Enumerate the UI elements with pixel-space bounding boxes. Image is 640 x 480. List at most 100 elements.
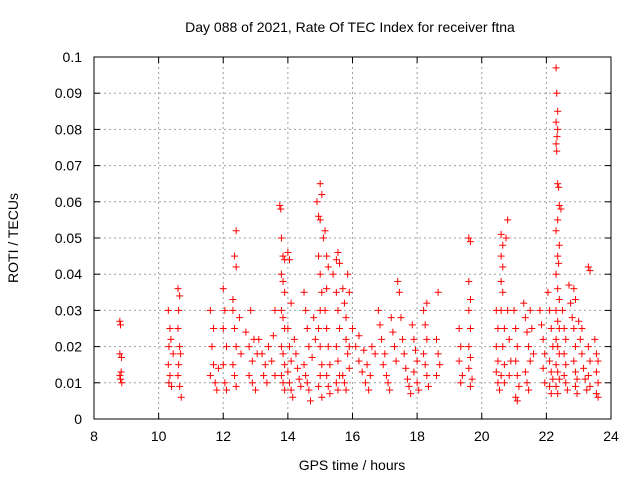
data-point: [164, 361, 172, 369]
data-point: [116, 350, 124, 358]
data-point: [345, 364, 353, 372]
data-point: [521, 368, 529, 376]
data-point: [512, 357, 520, 365]
data-point: [552, 361, 560, 369]
data-point: [340, 299, 348, 307]
data-point: [302, 372, 310, 380]
data-point: [455, 357, 463, 365]
data-point: [277, 234, 285, 242]
data-point: [570, 285, 578, 293]
data-point: [279, 379, 287, 387]
data-point: [276, 201, 284, 209]
data-point: [539, 335, 547, 343]
data-point: [570, 325, 578, 332]
data-point: [285, 379, 293, 387]
data-point: [497, 277, 505, 285]
data-point: [174, 325, 182, 332]
data-point: [554, 390, 562, 398]
data-point: [219, 361, 227, 369]
data-point: [500, 379, 508, 387]
y-tick-label: 0.05: [55, 230, 82, 246]
data-point: [269, 332, 277, 340]
data-point: [168, 382, 176, 390]
data-point: [434, 350, 442, 358]
data-point: [560, 325, 568, 332]
data-point: [229, 306, 237, 314]
data-point: [318, 361, 326, 369]
data-point: [571, 368, 579, 376]
data-point: [586, 267, 594, 275]
data-point: [547, 390, 555, 398]
data-point: [232, 343, 240, 351]
data-point: [323, 325, 331, 332]
data-point: [510, 306, 518, 314]
data-point: [167, 335, 175, 343]
data-point: [555, 296, 563, 304]
x-tick-label: 22: [539, 428, 555, 444]
data-point: [392, 357, 400, 365]
data-point: [402, 364, 410, 372]
data-point: [323, 252, 331, 260]
data-point: [206, 372, 214, 380]
data-point: [287, 299, 295, 307]
data-point: [468, 375, 476, 383]
data-point: [499, 288, 507, 296]
data-point: [339, 372, 347, 380]
data-point: [499, 263, 507, 271]
data-point: [174, 372, 182, 380]
data-point: [554, 252, 562, 260]
data-point: [400, 350, 408, 358]
data-point: [358, 368, 366, 376]
data-point: [413, 379, 421, 387]
data-point: [305, 386, 313, 394]
data-point: [295, 375, 303, 383]
data-point: [423, 335, 431, 343]
data-point: [277, 270, 285, 278]
data-point: [555, 183, 563, 191]
data-point: [526, 357, 534, 365]
data-point: [389, 328, 397, 336]
data-point: [261, 361, 269, 369]
data-point: [386, 386, 394, 394]
data-point: [379, 361, 387, 369]
data-point: [368, 343, 376, 351]
data-point: [562, 379, 570, 387]
data-point: [565, 281, 573, 289]
data-point: [547, 325, 555, 332]
data-point: [326, 390, 334, 398]
data-point: [560, 350, 568, 358]
data-point: [391, 343, 399, 351]
data-point: [457, 343, 465, 351]
data-point: [523, 379, 531, 387]
data-point: [344, 350, 352, 358]
data-point: [591, 335, 599, 343]
data-point: [465, 364, 473, 372]
data-point: [523, 328, 531, 336]
data-point: [563, 386, 571, 394]
data-point: [336, 259, 344, 267]
chart-title: Day 088 of 2021, Rate Of TEC Index for r…: [185, 19, 515, 35]
data-point: [552, 64, 560, 72]
data-point: [505, 335, 513, 343]
data-point: [570, 357, 578, 365]
data-point: [334, 357, 342, 365]
data-point: [174, 285, 182, 293]
data-point: [496, 386, 504, 394]
data-point: [319, 234, 327, 242]
data-points: [116, 64, 602, 405]
data-point: [567, 299, 575, 307]
data-point: [465, 306, 473, 314]
data-point: [575, 317, 583, 325]
data-point: [581, 375, 589, 383]
data-point: [117, 353, 125, 361]
x-tick-label: 12: [215, 428, 231, 444]
x-tick-label: 10: [151, 428, 167, 444]
data-point: [303, 325, 311, 332]
data-point: [466, 296, 474, 304]
data-point: [505, 372, 513, 380]
data-point: [423, 372, 431, 380]
data-point: [213, 386, 221, 394]
data-point: [562, 335, 570, 343]
data-point: [164, 306, 172, 314]
data-point: [290, 335, 298, 343]
